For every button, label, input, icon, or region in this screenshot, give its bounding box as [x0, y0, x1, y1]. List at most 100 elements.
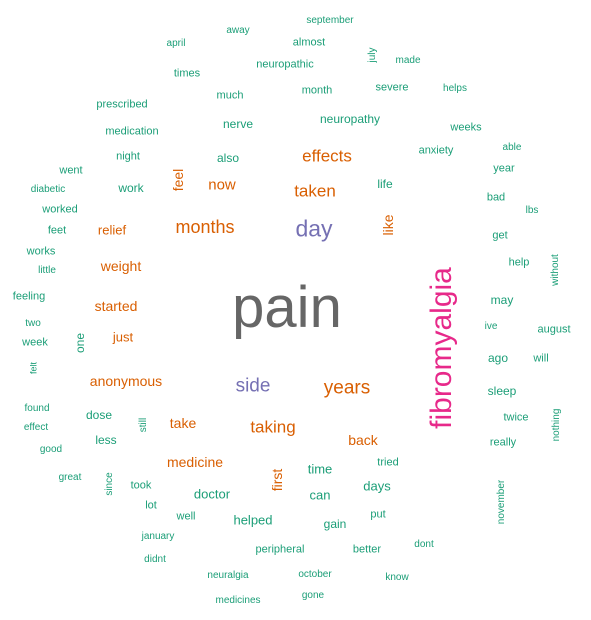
word-nerve: nerve: [222, 117, 254, 131]
word-feel: feel: [170, 168, 186, 192]
word-now: now: [208, 176, 236, 194]
word-weeks: weeks: [450, 121, 482, 134]
word-since: since: [104, 472, 115, 496]
word-still: still: [138, 417, 149, 433]
word-made: made: [395, 55, 421, 66]
word-first: first: [269, 468, 285, 492]
word-feet: feet: [47, 224, 67, 237]
word-time: time: [307, 461, 333, 477]
word-april: april: [166, 38, 186, 49]
word-one: one: [73, 332, 87, 354]
word-fibromyalgia: fibromyalgia: [425, 267, 458, 429]
word-much: much: [216, 89, 244, 102]
word-works: works: [26, 245, 56, 258]
word-lot: lot: [145, 499, 157, 512]
word-effects: effects: [302, 146, 352, 166]
word-put: put: [370, 508, 386, 521]
word-take: take: [169, 415, 197, 431]
word-anxiety: anxiety: [418, 144, 454, 157]
word-relief: relief: [97, 222, 127, 238]
word-taking: taking: [250, 417, 296, 437]
word-doctor: doctor: [193, 486, 231, 502]
word-neuropathic: neuropathic: [256, 58, 314, 71]
word-nothing: nothing: [551, 408, 562, 442]
word-severe: severe: [375, 81, 409, 94]
word-years: years: [323, 377, 371, 399]
word-less: less: [95, 433, 117, 447]
word-good: good: [39, 444, 63, 455]
word-able: able: [502, 142, 522, 153]
word-like: like: [380, 214, 396, 236]
word-taken: taken: [294, 181, 336, 201]
word-little: little: [38, 265, 56, 276]
word-worked: worked: [42, 203, 78, 216]
word-days: days: [363, 478, 391, 494]
word-diabetic: diabetic: [30, 184, 66, 195]
word-didnt: didnt: [144, 554, 166, 565]
word-january: january: [141, 531, 175, 542]
word-just: just: [112, 329, 134, 345]
word-month: month: [301, 84, 333, 97]
word-dose: dose: [85, 408, 113, 422]
word-may: may: [490, 293, 514, 307]
word-get: get: [492, 229, 508, 242]
word-without: without: [550, 254, 561, 286]
word-great: great: [58, 472, 82, 483]
word-november: november: [496, 479, 507, 525]
word-found: found: [24, 403, 50, 414]
word-also: also: [216, 151, 240, 165]
word-august: august: [537, 323, 571, 336]
word-really: really: [489, 436, 517, 449]
word-went: went: [59, 164, 83, 177]
word-twice: twice: [503, 411, 529, 424]
word-medicine: medicine: [166, 454, 224, 470]
word-away: away: [226, 25, 250, 36]
word-work: work: [118, 181, 144, 195]
word-feeling: feeling: [12, 290, 46, 303]
word-took: took: [130, 479, 152, 492]
word-september: september: [306, 15, 354, 26]
word-started: started: [94, 298, 138, 314]
word-ive: ive: [484, 321, 498, 332]
word-helped: helped: [233, 512, 273, 528]
word-side: side: [235, 375, 271, 397]
word-week: week: [22, 336, 48, 349]
word-ago: ago: [487, 351, 509, 365]
word-prescribed: prescribed: [96, 98, 148, 111]
word-year: year: [493, 162, 515, 175]
word-neuropathy: neuropathy: [319, 112, 381, 126]
word-day: day: [295, 215, 333, 242]
word-better: better: [352, 543, 382, 556]
word-medicines: medicines: [215, 595, 261, 606]
word-know: know: [385, 572, 409, 583]
word-july: july: [367, 47, 378, 63]
word-almost: almost: [292, 36, 326, 49]
word-can: can: [309, 487, 331, 503]
word-lbs: lbs: [525, 205, 539, 216]
word-medication: medication: [105, 125, 159, 138]
word-tried: tried: [377, 456, 399, 469]
word-anonymous: anonymous: [89, 373, 163, 389]
word-dont: dont: [414, 539, 434, 550]
word-help: help: [508, 256, 530, 269]
word-helps: helps: [443, 83, 467, 94]
word-bad: bad: [486, 191, 506, 204]
word-months: months: [175, 217, 235, 237]
word-well: well: [176, 510, 196, 523]
word-weight: weight: [100, 258, 142, 274]
word-life: life: [377, 177, 393, 191]
word-pain: pain: [232, 275, 342, 340]
word-gain: gain: [323, 517, 347, 531]
word-october: october: [298, 569, 332, 580]
word-felt: felt: [28, 361, 39, 375]
word-night: night: [116, 150, 140, 163]
word-neuralgia: neuralgia: [207, 570, 249, 581]
word-gone: gone: [301, 590, 325, 601]
word-will: will: [533, 352, 549, 365]
word-sleep: sleep: [487, 384, 517, 398]
word-times: times: [173, 67, 201, 80]
word-back: back: [348, 432, 378, 448]
word-effect: effect: [23, 422, 49, 433]
word-two: two: [25, 318, 41, 329]
